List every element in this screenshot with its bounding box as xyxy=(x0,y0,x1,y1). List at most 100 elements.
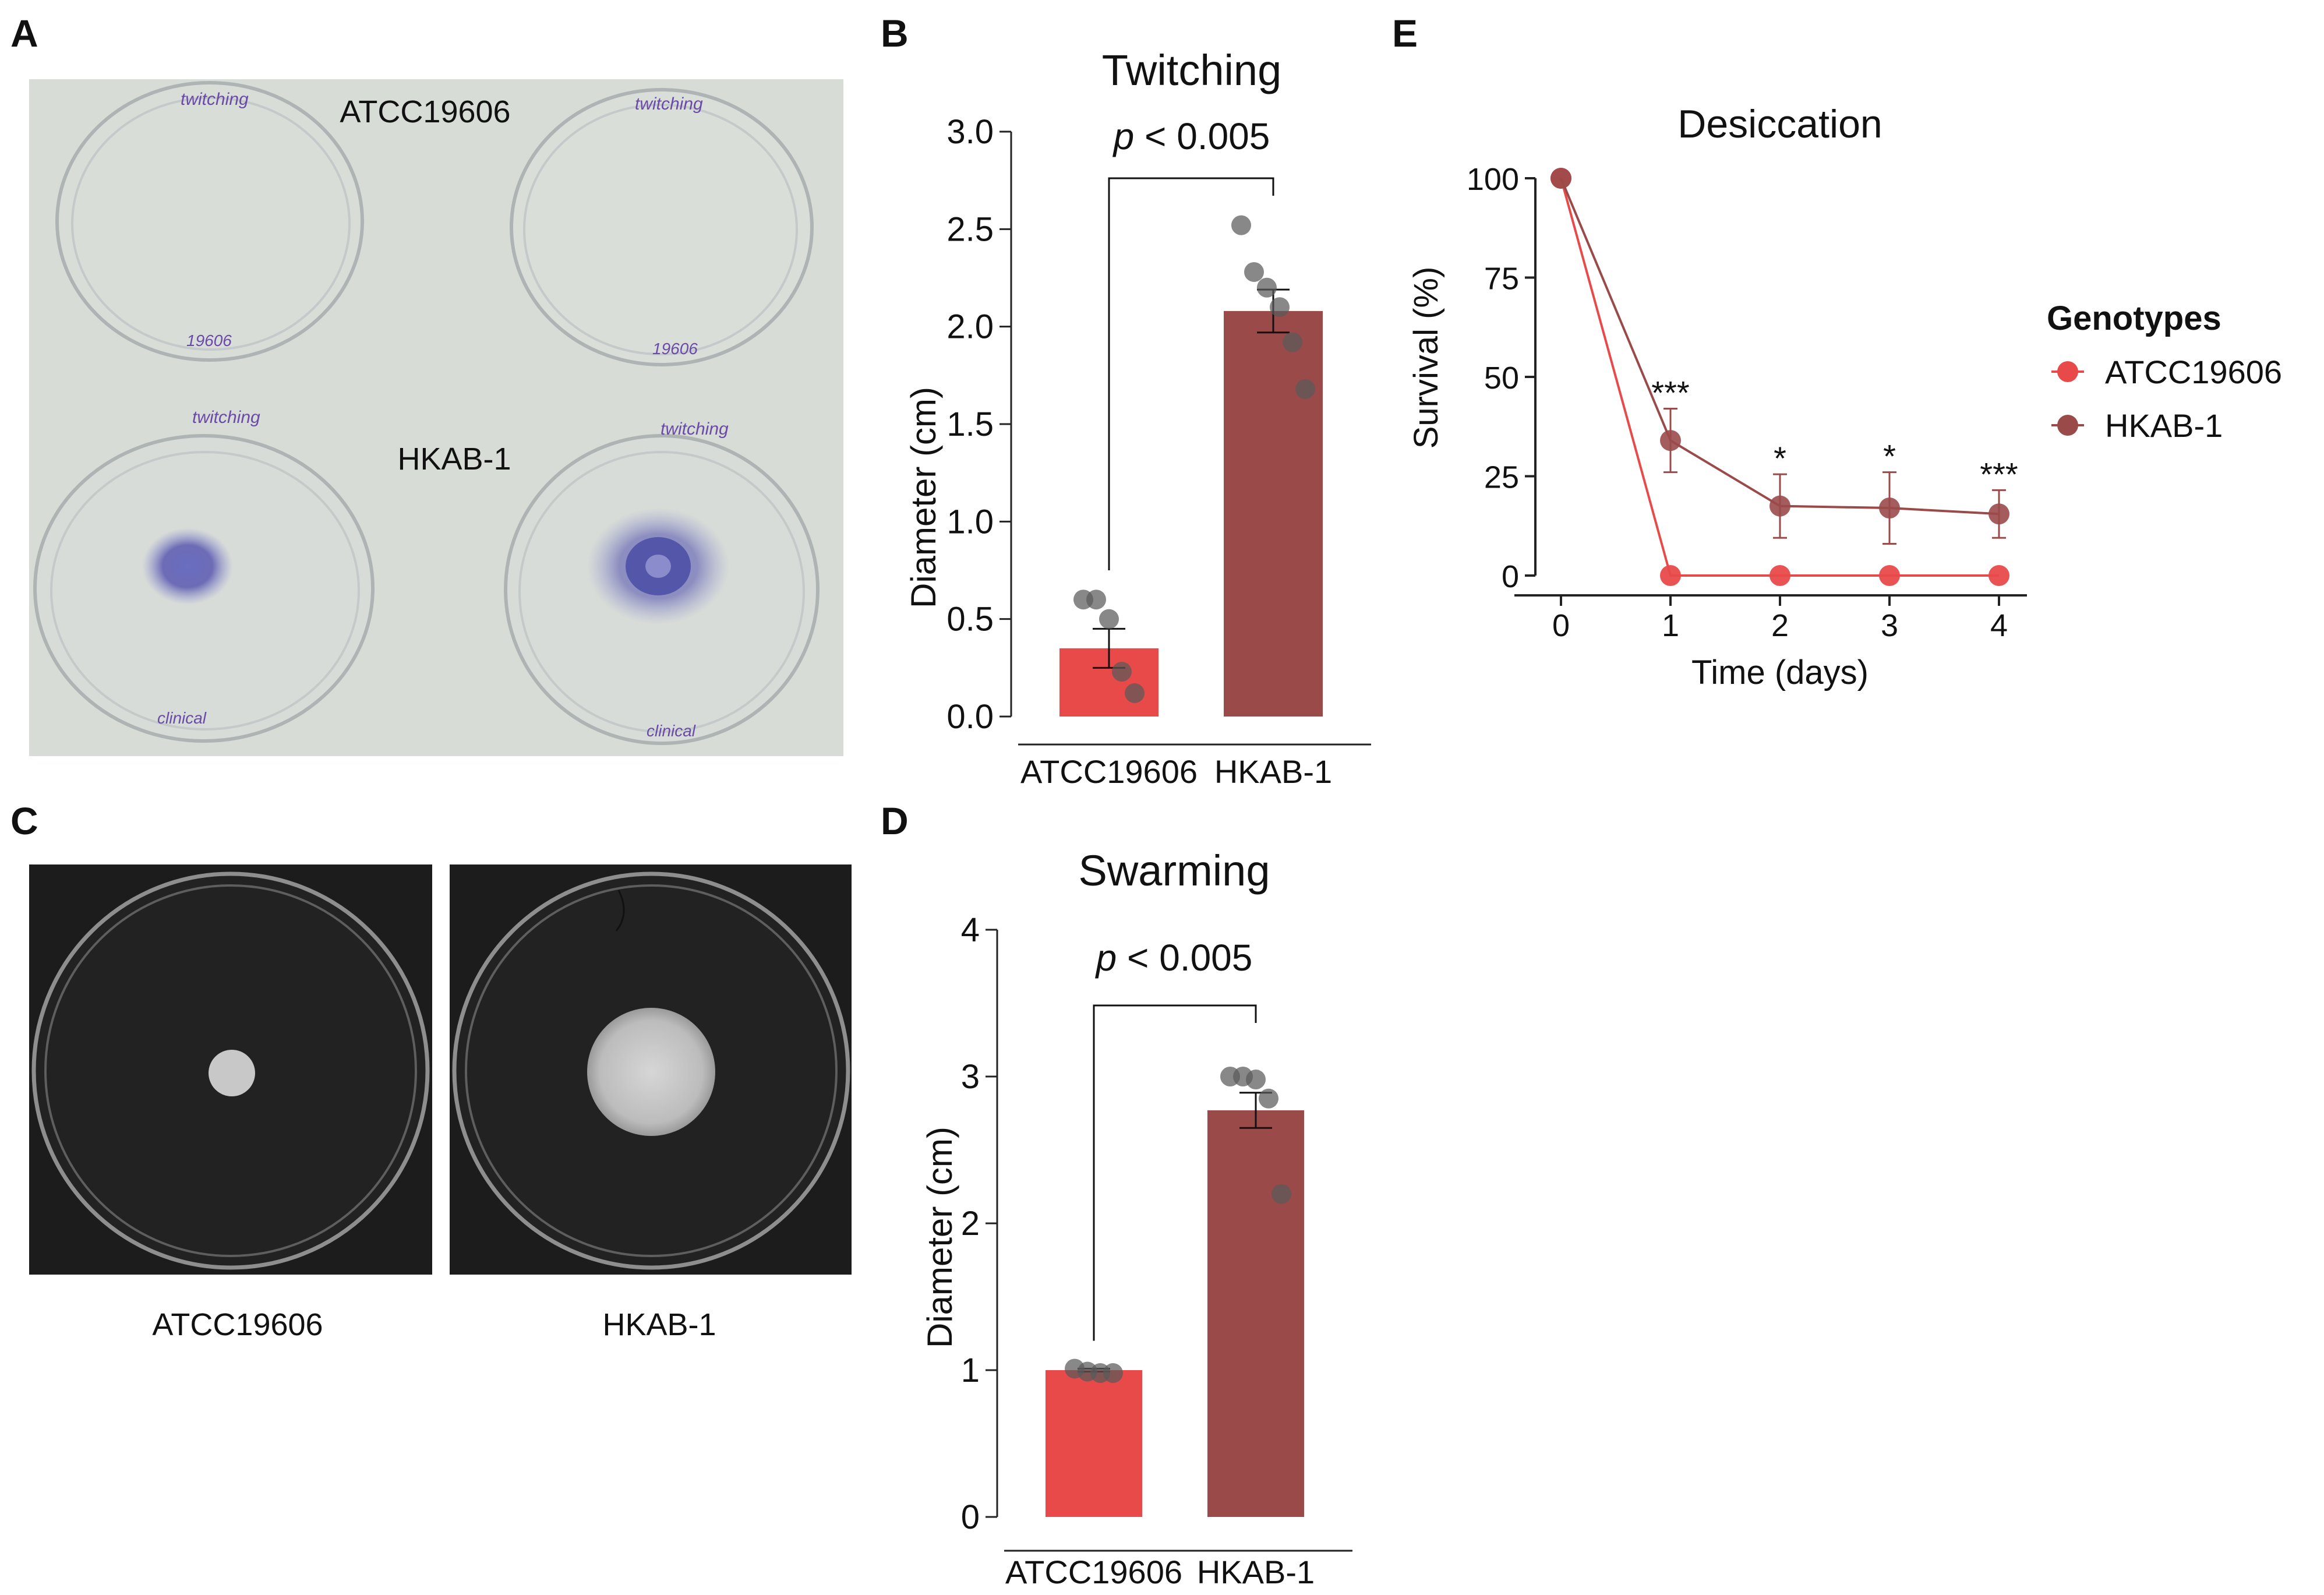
y-tick-label: 25 xyxy=(1484,460,1519,495)
data-point xyxy=(1246,1070,1266,1090)
data-point xyxy=(1660,430,1681,451)
data-point xyxy=(1086,590,1106,610)
desiccation-chart: Desiccation Survival (%) Time (days) 0 25… xyxy=(1407,102,2282,691)
data-point xyxy=(1879,497,1900,519)
significance-bracket xyxy=(1093,1004,1257,1341)
data-point xyxy=(1112,662,1132,682)
data-point xyxy=(1125,683,1145,703)
legend: Genotypes ATCC19606 HKAB-1 xyxy=(2047,299,2282,444)
p-value-annotation: p < 0.005 xyxy=(1095,937,1253,979)
y-tick-label: 0 xyxy=(1502,559,1519,594)
x-tick-label: ATCC19606 xyxy=(1005,1554,1182,1590)
photo-label-hkab: HKAB-1 xyxy=(397,442,511,477)
data-point xyxy=(1770,495,1790,517)
legend-title: Genotypes xyxy=(2047,299,2221,337)
plate-writing: clinical xyxy=(647,722,696,740)
swarming-plate-hkab xyxy=(450,864,852,1275)
y-axis-label: Diameter (cm) xyxy=(920,1127,959,1348)
chart-title: Twitching xyxy=(1102,46,1281,94)
y-axis-label: Survival (%) xyxy=(1407,267,1445,449)
y-tick-label: 2.5 xyxy=(946,210,994,248)
petri-dish: twitching 19606 xyxy=(55,81,364,362)
data-point xyxy=(1257,277,1277,298)
x-tick-label: 3 xyxy=(1881,608,1898,643)
data-point xyxy=(1259,1088,1278,1109)
y-tick-label: 2 xyxy=(961,1205,980,1243)
chart-title: Desiccation xyxy=(1677,102,1882,146)
significance-marker: *** xyxy=(1980,456,2018,492)
swarming-chart: Swarming Diameter (cm) 0 1 2 3 4 ATCC19606 HKA… xyxy=(920,846,1352,1590)
petri-dish: twitching clinical xyxy=(504,419,820,745)
panel-letter-e: E xyxy=(1392,12,1418,55)
data-point xyxy=(1879,565,1900,586)
y-tick-label: 3.0 xyxy=(946,113,994,151)
data-point xyxy=(1099,609,1119,629)
data-point xyxy=(1770,565,1790,586)
plate-writing: 19606 xyxy=(186,331,232,350)
significance-marker: * xyxy=(1774,440,1786,477)
x-tick-label: ATCC19606 xyxy=(1020,753,1198,790)
data-point xyxy=(1989,565,2009,586)
legend-label-hkab: HKAB-1 xyxy=(2105,407,2223,444)
data-point xyxy=(1244,262,1264,282)
plate-label-hkab: HKAB-1 xyxy=(602,1307,716,1342)
x-tick-label: 0 xyxy=(1552,608,1570,643)
photo-label-atcc: ATCC19606 xyxy=(340,94,510,129)
data-point xyxy=(1272,1184,1291,1204)
data-point xyxy=(1295,379,1315,399)
y-tick-label: 4 xyxy=(961,911,980,949)
bar xyxy=(1224,310,1323,717)
plate-writing: twitching xyxy=(661,419,729,439)
data-point xyxy=(1660,565,1681,586)
data-point xyxy=(1270,297,1290,317)
bar xyxy=(1046,1370,1142,1517)
p-text: < 0.005 xyxy=(1134,115,1270,157)
panel-letter-d: D xyxy=(881,799,909,842)
p-value-annotation: p < 0.005 xyxy=(1112,115,1270,157)
significance-marker: *** xyxy=(1651,375,1689,411)
y-tick-label: 0 xyxy=(961,1498,980,1536)
p-italic: p xyxy=(1112,115,1135,157)
x-axis-label: Time (days) xyxy=(1691,654,1869,691)
y-axis-label: Diameter (cm) xyxy=(904,387,943,608)
plate-writing: clinical xyxy=(157,709,207,727)
y-tick-label: 3 xyxy=(961,1058,980,1096)
y-tick-label: 1 xyxy=(961,1351,980,1389)
y-tick-label: 75 xyxy=(1484,262,1519,297)
x-tick-label: 2 xyxy=(1771,608,1789,643)
data-point xyxy=(1989,503,2009,525)
significance-marker: * xyxy=(1883,438,1896,475)
plate-writing: twitching xyxy=(192,408,260,427)
twitching-chart: Twitching Diameter (cm) 0.0 0.5 1.0 1.5 2.0 2… xyxy=(904,46,1371,790)
y-tick-label: 0.0 xyxy=(946,698,994,736)
p-italic: p xyxy=(1095,937,1117,979)
y-tick-label: 0.5 xyxy=(946,601,994,638)
data-point xyxy=(1550,168,1571,189)
legend-marker-atcc xyxy=(2057,361,2078,382)
swarming-plate-atcc xyxy=(29,864,432,1275)
data-point xyxy=(1231,215,1251,235)
y-tick-label: 100 xyxy=(1467,162,1519,197)
panel-a-photo: twitching 19606 twitching 19606 twitchin… xyxy=(29,79,843,756)
x-tick-label: HKAB-1 xyxy=(1197,1554,1315,1590)
panel-letter-a: A xyxy=(10,12,38,55)
y-tick-label: 2.0 xyxy=(946,308,994,346)
petri-dish: twitching 19606 xyxy=(510,88,814,366)
panel-c-photos: ATCC19606 HKAB-1 xyxy=(29,864,852,1342)
y-tick-label: 1.0 xyxy=(946,503,994,541)
x-tick-label: 1 xyxy=(1662,608,1679,643)
significance-bracket xyxy=(1108,177,1274,570)
panel-letter-b: B xyxy=(881,12,909,55)
data-point xyxy=(1103,1363,1123,1384)
plate-label-atcc: ATCC19606 xyxy=(152,1307,323,1342)
chart-title: Swarming xyxy=(1079,846,1270,895)
plate-writing: twitching xyxy=(635,94,703,114)
legend-marker-hkab xyxy=(2057,415,2078,436)
plate-writing: twitching xyxy=(181,90,249,109)
panel-letter-c: C xyxy=(10,799,38,842)
legend-label-atcc: ATCC19606 xyxy=(2105,354,2282,390)
data-point xyxy=(1283,332,1302,352)
p-text: < 0.005 xyxy=(1117,937,1252,979)
x-tick-label: HKAB-1 xyxy=(1214,753,1332,790)
